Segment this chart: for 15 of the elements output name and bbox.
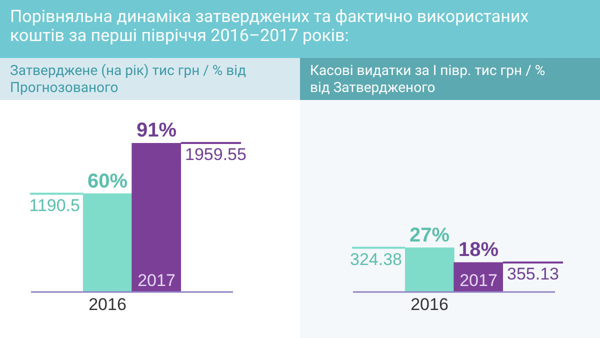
chart-subtitle: Затверджене (на рік) тис грн / % від Прогнозованого	[0, 58, 300, 100]
annotation: 1190.5	[29, 196, 80, 215]
annotation: 1959.55	[185, 145, 246, 164]
chart-subtitle: Касові видатки за І півр. тис грн / % від Затвердженого	[300, 58, 600, 100]
x-tick-label: 2017	[138, 271, 176, 290]
x-tick-label: 2017	[460, 271, 498, 290]
data-label: 27%	[409, 224, 450, 246]
x-tick-label: 2016	[410, 295, 448, 314]
x-tick-label: 2016	[88, 295, 126, 314]
data-label: 18%	[458, 239, 499, 262]
annotation: 324.38	[350, 250, 402, 269]
text: Порівняльна динаміка затверджених та фактично використаних коштів за перші півріччя 2016–2017 років:	[0, 0, 600, 58]
data-label: 60%	[87, 170, 128, 192]
annotation: 355.13	[507, 264, 559, 284]
data-label: 91%	[136, 120, 177, 142]
